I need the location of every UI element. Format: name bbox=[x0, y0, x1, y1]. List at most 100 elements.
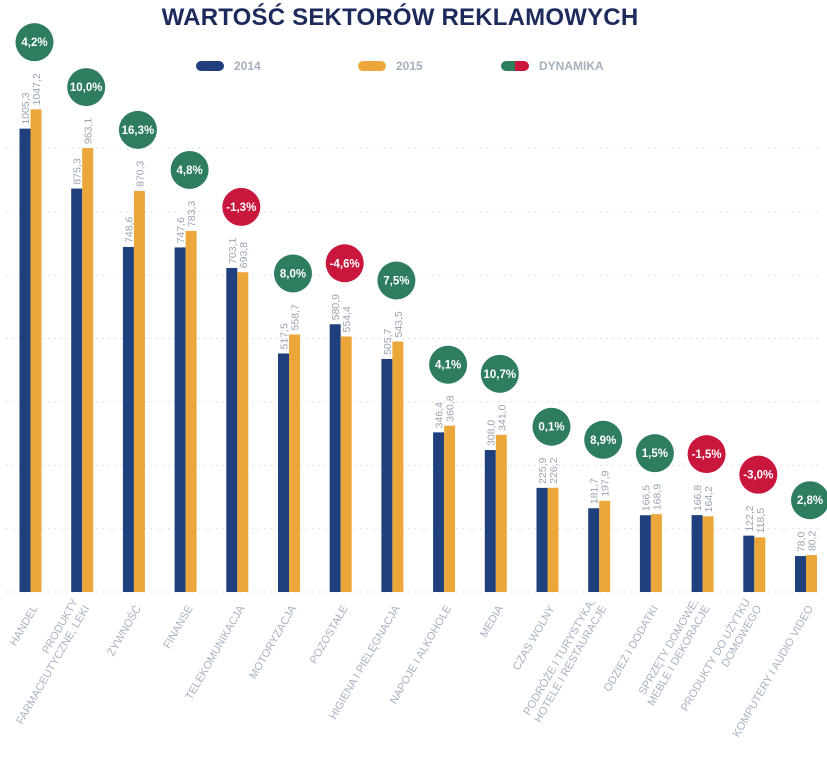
dynamics-label-0: 4,2% bbox=[21, 37, 47, 49]
value-label-2014-13: 166,8 bbox=[692, 485, 704, 511]
value-label-2014-6: 580,9 bbox=[330, 294, 342, 320]
bar-2014-12 bbox=[639, 515, 651, 592]
dynamics-badge-4 bbox=[222, 187, 261, 226]
bar-2015-3 bbox=[185, 230, 197, 592]
value-label-2015-8: 360,8 bbox=[445, 395, 457, 421]
category-label-line: HANDEL bbox=[8, 604, 41, 649]
bar-2015-10 bbox=[547, 487, 559, 592]
bar-2015-1 bbox=[82, 148, 94, 592]
bar-2014-3 bbox=[174, 247, 186, 592]
legend-item-2015: 2015 bbox=[358, 58, 423, 74]
dynamics-badge-8 bbox=[429, 345, 468, 384]
dynamics-badge-15 bbox=[791, 481, 827, 520]
dynamics-badge-5 bbox=[274, 254, 312, 293]
chart-title: WARTOŚĆ SEKTORÓW REKLAMOWYCH bbox=[161, 4, 639, 31]
category-label-0: HANDEL bbox=[8, 604, 41, 649]
dynamics-label-9: 10,7% bbox=[483, 369, 516, 381]
bar-2015-7 bbox=[392, 341, 404, 592]
category-label-6: POZOSTAŁE bbox=[308, 604, 351, 666]
legend-swatch-2015 bbox=[358, 61, 386, 71]
category-label-3: FINANSE bbox=[161, 604, 195, 651]
dynamics-badge-9 bbox=[480, 354, 519, 393]
value-label-2015-7: 543,5 bbox=[393, 311, 405, 337]
bar-2014-0 bbox=[19, 128, 31, 593]
bar-2014-10 bbox=[536, 487, 548, 592]
bar-2015-15 bbox=[806, 555, 817, 592]
dynamics-label-15: 2,8% bbox=[797, 495, 823, 507]
value-label-2014-9: 308,0 bbox=[485, 420, 497, 446]
value-label-2014-2: 748,6 bbox=[123, 217, 135, 243]
bar-2015-5 bbox=[289, 334, 300, 592]
bar-2014-5 bbox=[278, 353, 289, 592]
value-label-2014-4: 703,1 bbox=[227, 237, 239, 263]
dynamics-label-11: 8,9% bbox=[590, 435, 616, 447]
category-label-4: TELEKOMUNIKACJA bbox=[183, 603, 247, 702]
bar-2014-2 bbox=[122, 246, 134, 593]
dynamics-label-6: -4,6% bbox=[330, 258, 360, 270]
value-label-2015-9: 341,0 bbox=[496, 404, 508, 430]
category-label-1: PRODUKTYFARMACEUTYCZNE, LEKI bbox=[3, 596, 93, 726]
dynamics-label-8: 4,1% bbox=[435, 360, 461, 372]
dynamics-label-3: 4,8% bbox=[176, 165, 202, 177]
dynamics-badge-3 bbox=[170, 150, 209, 189]
bar-2014-8 bbox=[433, 432, 445, 592]
category-label-5: MOTORYZACJA bbox=[247, 603, 299, 681]
value-label-2015-0: 1047,2 bbox=[31, 73, 43, 105]
value-label-2015-4: 693,8 bbox=[238, 242, 250, 268]
bar-2015-8 bbox=[444, 425, 456, 592]
dynamics-badge-10 bbox=[532, 407, 571, 446]
value-label-2014-3: 747,6 bbox=[175, 217, 187, 243]
value-label-2014-15: 78,0 bbox=[796, 531, 808, 552]
value-label-2014-8: 346,4 bbox=[434, 402, 446, 428]
value-label-2015-10: 226,2 bbox=[548, 457, 560, 483]
dynamics-badge-6 bbox=[325, 244, 364, 283]
bar-2014-7 bbox=[381, 358, 393, 592]
value-label-2014-12: 166,5 bbox=[640, 485, 652, 511]
dynamics-label-4: -1,3% bbox=[226, 202, 256, 214]
category-label-9: MEDIA bbox=[478, 603, 506, 640]
value-label-2015-13: 164,2 bbox=[703, 486, 715, 512]
category-label-line: TELEKOMUNIKACJA bbox=[183, 603, 247, 702]
bar-2015-6 bbox=[340, 336, 352, 592]
value-label-2015-14: 118,5 bbox=[755, 508, 767, 534]
dynamics-label-7: 7,5% bbox=[383, 275, 409, 287]
bar-2014-13 bbox=[691, 515, 703, 592]
bar-2015-14 bbox=[754, 537, 766, 592]
legend-item-dynamika: DYNAMIKA bbox=[501, 58, 604, 74]
bar-2015-13 bbox=[702, 516, 714, 592]
bar-2014-6 bbox=[329, 324, 341, 592]
bar-2015-9 bbox=[495, 434, 507, 592]
legend-label-2015: 2015 bbox=[396, 59, 423, 73]
category-label-line: FINANSE bbox=[161, 604, 195, 651]
bar-2015-0 bbox=[30, 109, 42, 592]
value-label-2014-11: 181,7 bbox=[589, 478, 601, 504]
value-label-2014-7: 505,7 bbox=[382, 328, 394, 354]
category-label-line: MEDIA bbox=[478, 603, 506, 640]
dynamics-badge-1 bbox=[67, 68, 106, 107]
value-label-2015-2: 870,3 bbox=[134, 160, 146, 186]
category-label-line: ŻYWNOŚĆ bbox=[105, 603, 144, 658]
legend-item-2014: 2014 bbox=[196, 58, 261, 74]
value-label-2015-5: 558,7 bbox=[290, 304, 302, 330]
dynamics-badge-11 bbox=[584, 420, 623, 459]
bar-2014-4 bbox=[226, 267, 238, 592]
value-label-2015-6: 554,4 bbox=[341, 306, 353, 332]
category-label-2: ŻYWNOŚĆ bbox=[105, 603, 144, 658]
category-label-8: NAPOJE I ALKOHOLE bbox=[388, 604, 454, 707]
dynamics-badge-2 bbox=[118, 110, 157, 149]
value-label-2014-14: 122,2 bbox=[744, 505, 756, 531]
bar-2014-9 bbox=[484, 450, 496, 592]
category-label-11: PODRÓŻE I TURYSTYKA,HOTELE I RESTAURACJE bbox=[520, 597, 609, 725]
bar-2015-11 bbox=[599, 500, 611, 592]
value-label-2015-3: 783,3 bbox=[186, 201, 198, 227]
legend-label-dynamika: DYNAMIKA bbox=[539, 59, 604, 73]
value-label-2015-1: 963,1 bbox=[83, 118, 95, 144]
dynamics-badge-12 bbox=[635, 434, 674, 473]
value-label-2014-10: 225,9 bbox=[537, 457, 549, 483]
dynamics-label-12: 1,5% bbox=[642, 448, 668, 460]
dynamics-badge-13 bbox=[687, 435, 726, 474]
bar-2014-1 bbox=[71, 188, 83, 592]
bar-2014-15 bbox=[795, 556, 806, 592]
category-label-line: POZOSTAŁE bbox=[308, 604, 351, 666]
